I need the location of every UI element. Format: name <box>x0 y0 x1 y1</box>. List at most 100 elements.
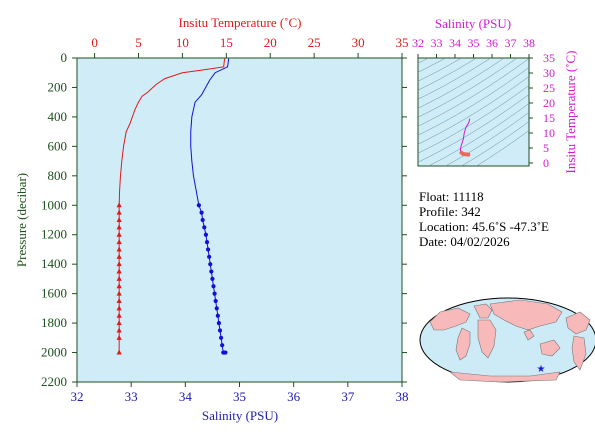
density-contour <box>418 58 529 127</box>
ts-temperature-tick-label: 0 <box>543 156 549 170</box>
salinity-point <box>208 262 213 267</box>
ts-plot-area <box>417 57 530 167</box>
pressure-tick-label: 1400 <box>41 256 67 271</box>
ts-salinity-tick-label: 35 <box>468 36 480 50</box>
temperature-point <box>116 217 122 222</box>
salinity-tick-label: 37 <box>341 389 355 404</box>
temperature-point <box>116 202 122 208</box>
pressure-axis-label: Pressure (decibar) <box>14 173 29 267</box>
ts-temperature-tick-label: 15 <box>543 111 555 125</box>
pressure-tick-label: 1600 <box>41 286 67 301</box>
temperature-point <box>116 253 122 259</box>
temperature-point <box>116 224 122 230</box>
temperature-tick-label: 20 <box>264 35 277 50</box>
temperature-point <box>116 349 122 355</box>
ts-salinity-tick-label: 38 <box>523 36 535 50</box>
salinity-tick-label: 34 <box>179 389 193 404</box>
density-contour <box>418 58 505 109</box>
ts-temperature-tick-label: 35 <box>543 51 555 65</box>
world-map: ★ <box>419 297 595 383</box>
pressure-tick-label: 0 <box>61 50 68 65</box>
density-contour <box>418 58 492 100</box>
density-contour <box>418 76 529 145</box>
ts-temperature-tick-label: 20 <box>543 96 555 110</box>
density-contour <box>445 112 529 166</box>
salinity-point <box>220 343 225 348</box>
ts-temperature-axis-label: Insitu Temperature (˚C) <box>563 50 578 173</box>
temperature-point <box>116 231 122 237</box>
temperature-tick-label: 0 <box>91 35 98 50</box>
pressure-tick-label: 600 <box>48 138 68 153</box>
temperature-point <box>116 209 122 215</box>
salinity-point <box>199 210 204 215</box>
pressure-tick-label: 2200 <box>41 374 67 389</box>
profile-number: Profile: 342 <box>419 204 481 219</box>
salinity-axis-label: Salinity (PSU) <box>202 408 278 423</box>
ts-salinity-axis-label: Salinity (PSU) <box>435 16 511 31</box>
temperature-point <box>116 320 122 326</box>
salinity-point <box>210 276 215 282</box>
temperature-point <box>116 268 122 274</box>
salinity-tick-label: 36 <box>287 389 301 404</box>
density-contour <box>418 58 477 91</box>
ts-temperature-tick-label: 25 <box>543 81 555 95</box>
ts-temperature-tick-label: 5 <box>543 141 549 155</box>
temperature-point <box>116 327 122 333</box>
temperature-point <box>116 305 122 311</box>
density-contour <box>475 130 529 166</box>
temperature-tick-label: 35 <box>396 35 409 50</box>
salinity-point <box>204 239 210 245</box>
density-contour <box>418 58 518 118</box>
profile-axes: 0 5 10 15 20 25 30 35 32 33 34 35 36 37 38 0 200 400 600 80… <box>41 35 409 404</box>
temperature-point <box>116 290 122 296</box>
pressure-tick-label: 400 <box>48 109 68 124</box>
density-contours <box>418 58 529 166</box>
salinity-point <box>205 247 211 252</box>
float-id: Float: 11118 <box>419 189 484 204</box>
salinity-point <box>209 269 214 274</box>
density-contour <box>418 58 430 64</box>
temperature-point <box>116 246 122 252</box>
ts-salinity-tick-label: 33 <box>431 36 443 50</box>
salinity-point <box>207 254 212 259</box>
temperature-point <box>116 239 122 245</box>
salinity-point <box>196 203 201 208</box>
salinity-point <box>212 291 217 296</box>
pressure-tick-label: 1000 <box>41 197 67 212</box>
salinity-point <box>215 313 220 318</box>
temperature-tick-label: 10 <box>176 35 189 50</box>
salinity-point <box>223 350 228 355</box>
profile-series <box>116 58 230 355</box>
ts-salinity-tick-label: 36 <box>486 36 498 50</box>
float-location-marker: ★ <box>537 364 546 375</box>
salinity-tick-label: 38 <box>396 389 409 404</box>
pressure-tick-label: 800 <box>48 168 68 183</box>
density-contour <box>460 121 529 166</box>
temperature-point <box>116 275 122 281</box>
pressure-tick-label: 1200 <box>41 227 67 242</box>
temperature-tick-label: 25 <box>308 35 321 50</box>
temperature-axis-label: Insitu Temperature (˚C) <box>178 15 301 30</box>
salinity-point <box>202 225 207 230</box>
temperature-point <box>116 312 122 318</box>
temperature-tick-label: 15 <box>220 35 233 50</box>
ts-salinity-tick-label: 37 <box>505 36 517 50</box>
density-contour <box>418 85 529 154</box>
map-land <box>429 299 591 383</box>
pressure-tick-label: 1800 <box>41 315 67 330</box>
temperature-point <box>116 283 122 289</box>
salinity-point <box>203 232 209 237</box>
salinity-tick-label: 32 <box>71 389 84 404</box>
temperature-point <box>116 334 122 340</box>
density-contour <box>418 94 529 163</box>
ts-series <box>459 118 471 157</box>
profile-plot-area <box>76 57 403 383</box>
ts-temperature-tick-label: 10 <box>543 126 555 140</box>
ts-temperature-tick-label: 30 <box>543 66 555 80</box>
salinity-point <box>218 335 224 340</box>
salinity-point <box>214 306 219 311</box>
temperature-tick-label: 30 <box>352 35 365 50</box>
temperature-point <box>116 261 122 267</box>
